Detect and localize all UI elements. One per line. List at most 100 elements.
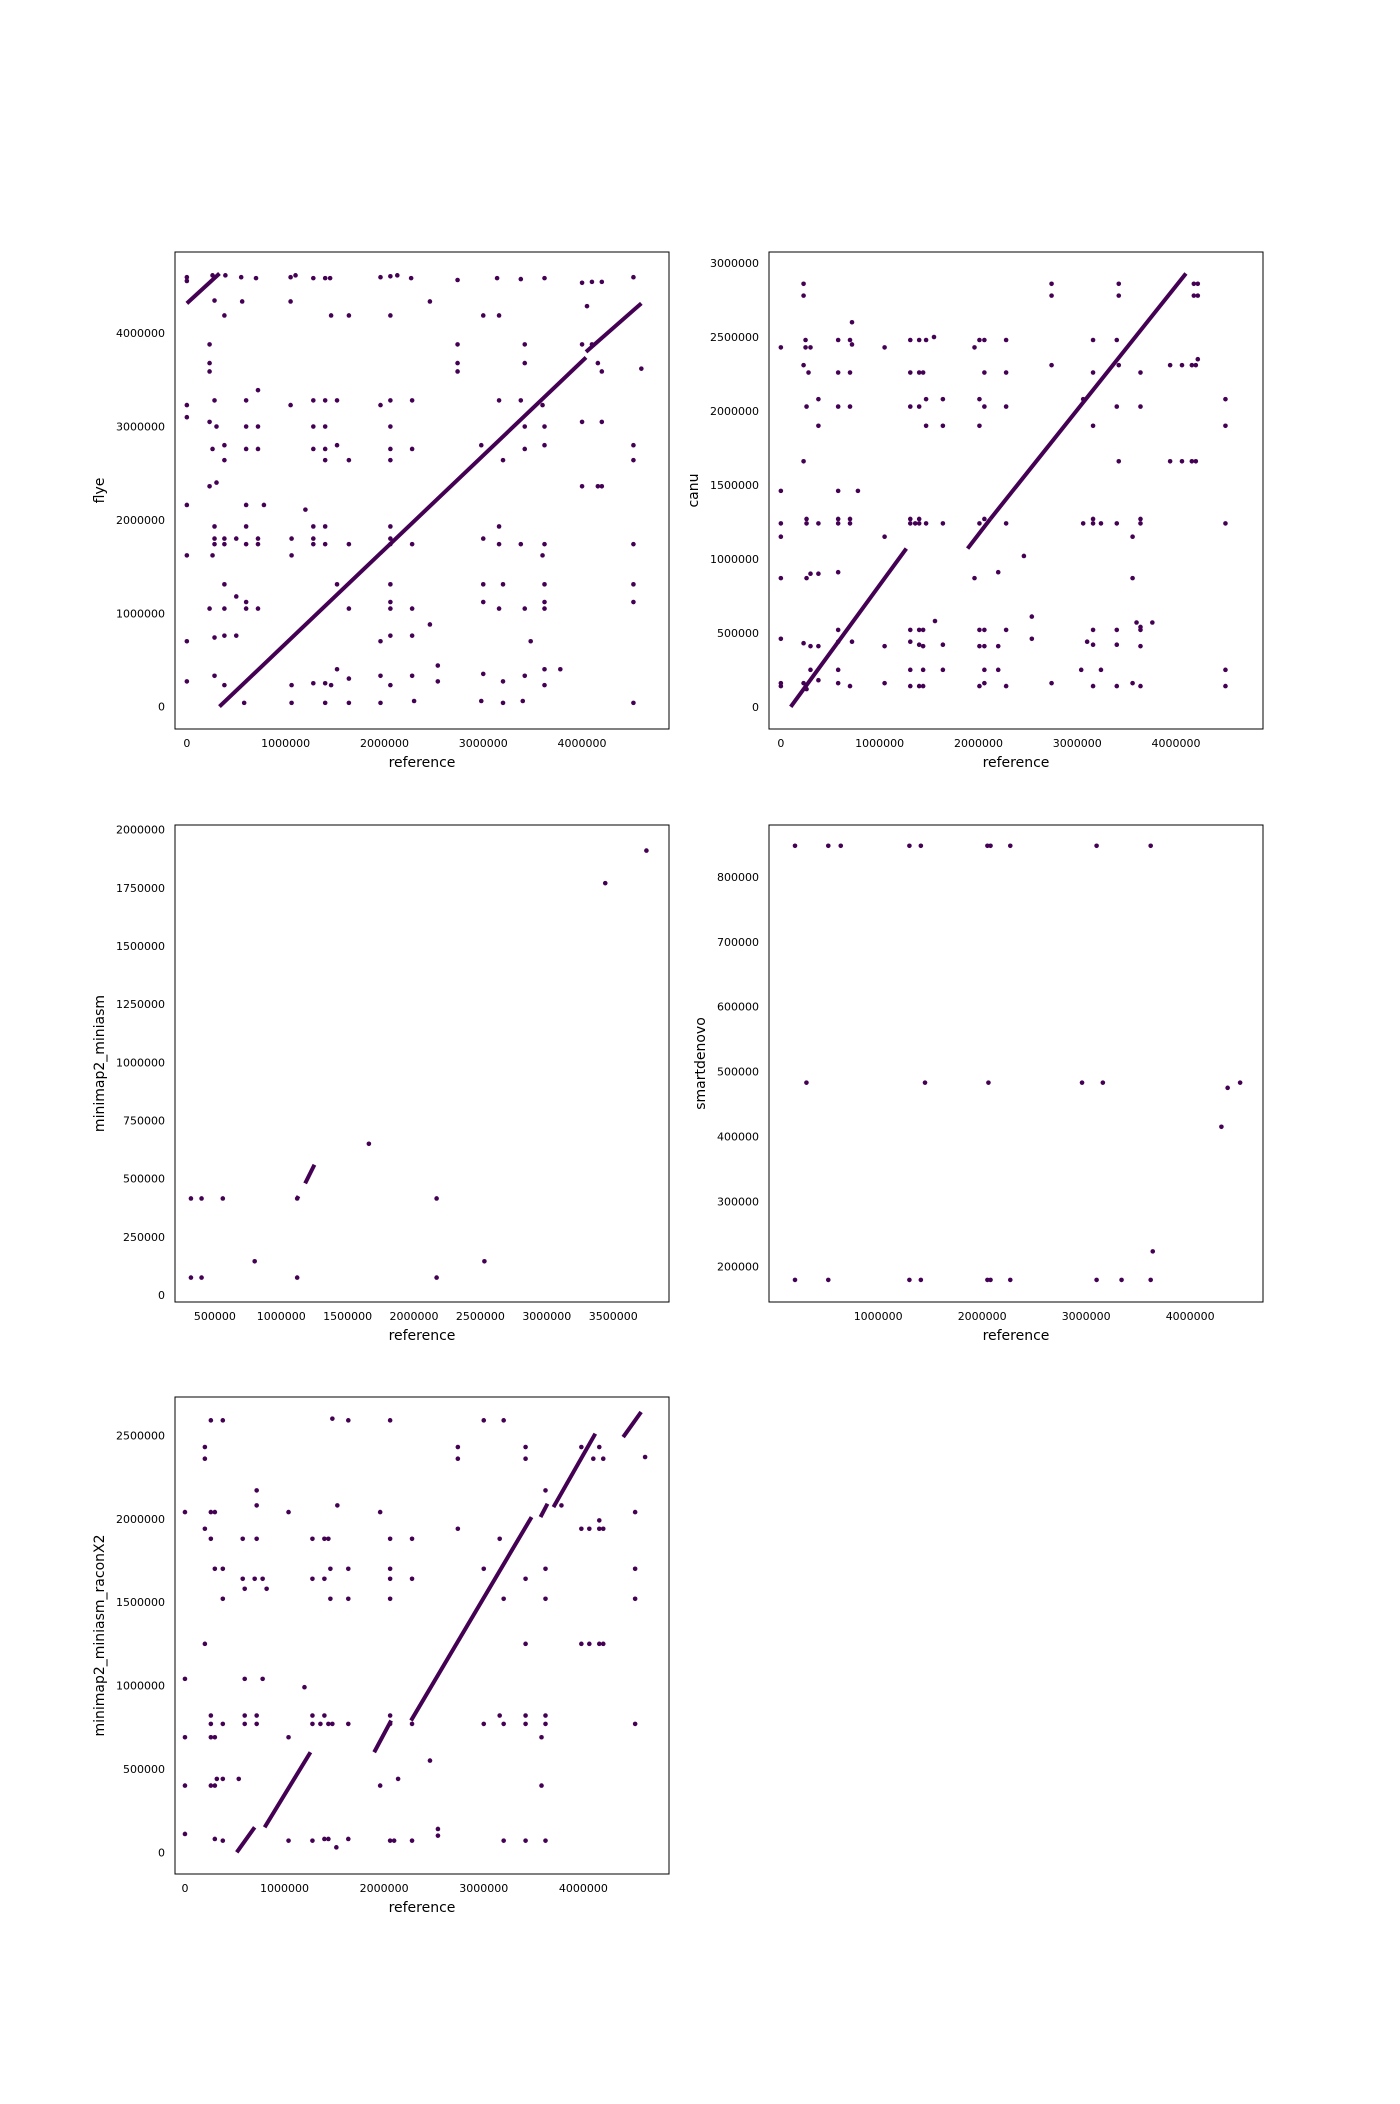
- alignment-point: [543, 1713, 548, 1718]
- alignment-point: [311, 680, 316, 686]
- alignment-point: [212, 536, 217, 541]
- alignment-point: [182, 1831, 188, 1837]
- alignment-point: [1094, 843, 1099, 849]
- alignment-point: [778, 488, 784, 494]
- x-tick-label: 0: [181, 1882, 188, 1895]
- alignment-point: [1223, 396, 1228, 402]
- panel-flye: 0 1000000 2000000 3000000 4000000 0 1000000 200…: [92, 251, 670, 771]
- alignment-point: [334, 398, 340, 403]
- alignment-point: [920, 370, 926, 375]
- alignment-point: [599, 369, 605, 374]
- alignment-point: [212, 398, 217, 403]
- x-tick-label: 500000: [194, 1310, 236, 1323]
- alignment-point: [982, 337, 987, 343]
- alignment-point: [409, 673, 415, 679]
- alignment-point: [847, 404, 853, 409]
- alignment-point: [907, 627, 913, 633]
- alignment-point: [522, 342, 528, 347]
- alignment-point: [835, 667, 841, 673]
- x-tick-label: 3500000: [589, 1310, 638, 1323]
- alignment-point: [920, 667, 926, 673]
- alignment-point: [411, 698, 417, 704]
- alignment-segment: [988, 272, 1188, 521]
- alignment-point: [322, 275, 328, 281]
- alignment-segment: [409, 1516, 534, 1722]
- alignment-point: [589, 279, 595, 285]
- alignment-point: [1049, 680, 1054, 686]
- alignment-point: [1029, 614, 1035, 619]
- plot-frame: [174, 1396, 670, 1875]
- alignment-point: [496, 541, 502, 547]
- alignment-point: [801, 680, 806, 686]
- alignment-point: [1003, 370, 1009, 375]
- alignment-point: [972, 345, 977, 350]
- alignment-point: [455, 277, 460, 283]
- alignment-point: [579, 419, 585, 425]
- x-tick-label: 1000000: [257, 1310, 306, 1323]
- y-tick-label: 250000: [123, 1231, 165, 1244]
- alignment-point: [243, 398, 249, 403]
- alignment-point: [982, 404, 987, 409]
- alignment-point: [501, 1596, 506, 1602]
- alignment-point: [328, 682, 334, 688]
- alignment-point: [207, 606, 212, 611]
- alignment-point: [455, 369, 460, 374]
- alignment-point: [1189, 362, 1195, 368]
- alignment-point: [254, 1488, 259, 1493]
- alignment-point: [345, 1836, 351, 1842]
- alignment-segment: [551, 1432, 598, 1509]
- y-tick-label: 1250000: [116, 998, 165, 1011]
- alignment-point: [1138, 370, 1143, 375]
- alignment-point: [434, 1196, 439, 1201]
- alignment-point: [311, 541, 316, 547]
- alignment-point: [496, 398, 502, 403]
- alignment-point: [322, 1536, 327, 1542]
- alignment-point: [238, 274, 244, 280]
- x-tick-label: 4000000: [558, 737, 607, 750]
- alignment-point: [540, 553, 545, 558]
- alignment-point: [882, 680, 887, 686]
- alignment-point: [835, 516, 841, 522]
- alignment-point: [631, 274, 636, 280]
- alignment-point: [923, 521, 929, 526]
- alignment-point: [1130, 680, 1135, 686]
- alignment-segment: [372, 1719, 393, 1754]
- alignment-point: [184, 402, 190, 408]
- alignment-segment: [218, 356, 588, 709]
- alignment-point: [631, 582, 636, 587]
- alignment-point: [322, 398, 328, 403]
- alignment-point: [334, 666, 340, 672]
- alignment-point: [584, 303, 590, 309]
- alignment-point: [1114, 627, 1120, 633]
- y-tick-label: 1750000: [116, 882, 165, 895]
- alignment-point: [923, 337, 929, 343]
- alignment-point: [497, 1713, 502, 1718]
- alignment-point: [523, 1713, 528, 1718]
- alignment-point: [388, 536, 393, 541]
- alignment-point: [480, 671, 486, 677]
- alignment-point: [600, 1526, 606, 1532]
- alignment-point: [882, 345, 887, 350]
- alignment-point: [523, 1444, 528, 1450]
- alignment-point: [539, 1734, 544, 1740]
- alignment-segment: [966, 517, 992, 550]
- alignment-point: [1148, 843, 1153, 849]
- alignment-point: [982, 370, 987, 375]
- alignment-point: [481, 1418, 487, 1423]
- alignment-point: [212, 1783, 218, 1788]
- alignment-point: [835, 569, 841, 575]
- alignment-point: [522, 424, 528, 429]
- alignment-point: [587, 1641, 592, 1647]
- alignment-point: [212, 1566, 218, 1572]
- alignment-point: [334, 442, 340, 448]
- alignment-point: [233, 594, 239, 599]
- alignment-point: [345, 1596, 351, 1602]
- alignment-point: [1080, 396, 1086, 402]
- alignment-point: [222, 313, 227, 318]
- alignment-point: [542, 606, 547, 611]
- alignment-point: [184, 679, 190, 684]
- alignment-point: [849, 639, 855, 645]
- alignment-point: [988, 843, 993, 849]
- alignment-point: [188, 1275, 194, 1280]
- alignment-point: [346, 606, 352, 611]
